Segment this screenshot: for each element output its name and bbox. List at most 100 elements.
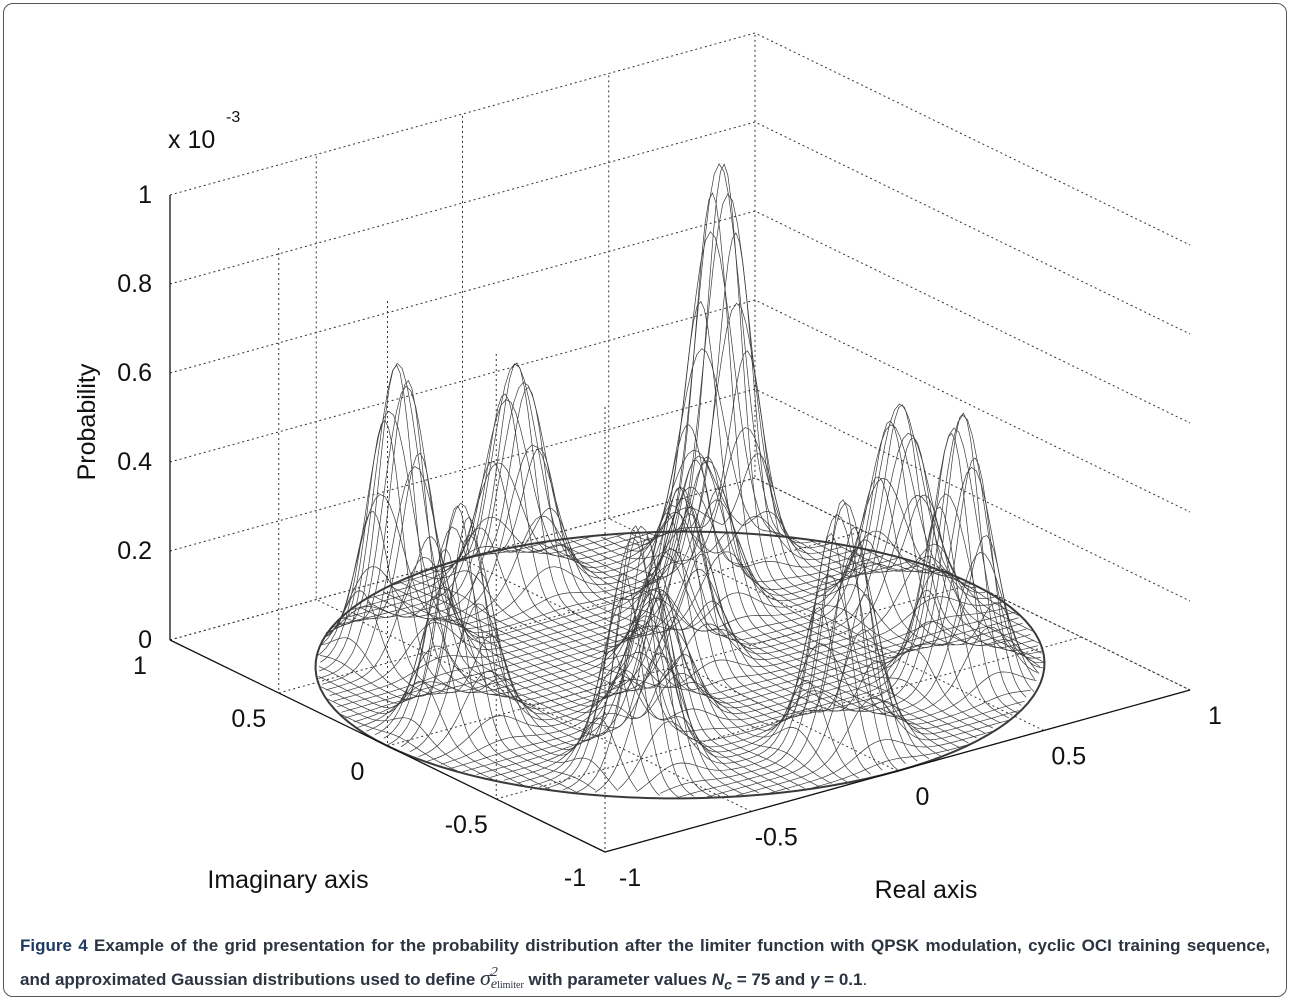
grid-line [169, 32, 1191, 246]
mesh-line [341, 714, 458, 772]
mesh-line [570, 456, 977, 739]
grid-line [169, 388, 1191, 602]
y-tick-label: 1 [133, 652, 147, 680]
mesh-line [462, 362, 898, 770]
mesh-line [616, 424, 1001, 724]
mesh-line [764, 404, 1041, 668]
mesh-line [865, 549, 1033, 632]
gamma: γ [809, 970, 820, 989]
mesh-line [734, 698, 1008, 797]
n: N [711, 970, 725, 989]
mesh-line [809, 494, 1042, 654]
z-tick-label: 0.8 [117, 270, 152, 298]
z-exponent: x 10 [168, 126, 215, 154]
mesh-line [528, 545, 949, 752]
grid-line [169, 121, 1191, 335]
z-tick-label: 0.2 [117, 537, 152, 565]
mesh-line [440, 607, 1007, 765]
mesh-line [342, 379, 713, 798]
z-exponent-power: -3 [226, 109, 240, 126]
x-tick-label: 0.5 [1051, 743, 1086, 771]
mesh-line [647, 192, 1018, 714]
subsub: limiter [497, 980, 524, 992]
y-tick-label: 0 [351, 758, 365, 786]
x-tick-label: 1 [1208, 702, 1222, 730]
mesh-line [454, 393, 883, 771]
y-axis-label: Imaginary axis [207, 866, 368, 894]
caption-label: Figure 4 [20, 936, 88, 955]
period: . [862, 970, 868, 989]
mesh-line [442, 461, 871, 775]
y-tick-label: 0.5 [231, 705, 266, 733]
mesh-line [539, 498, 961, 749]
mesh-line [320, 680, 525, 787]
mesh-line [400, 432, 977, 748]
mesh-line [320, 516, 619, 791]
mesh-line [786, 437, 1045, 663]
mesh-line [341, 462, 654, 620]
mesh-line [337, 455, 884, 708]
mesh-line [684, 232, 1027, 698]
mesh-line [585, 488, 985, 734]
mesh-line [367, 593, 759, 794]
z-tick-label: 0.4 [117, 448, 152, 476]
mesh-line [427, 596, 1003, 762]
mesh-line [419, 570, 848, 783]
z-tick-label: 0.6 [117, 359, 152, 387]
mesh-line [722, 453, 1036, 680]
mesh-line [319, 505, 596, 791]
mesh-line [318, 548, 577, 793]
grid-line [608, 73, 1044, 731]
axes [169, 195, 1191, 853]
mesh-line [902, 558, 1019, 616]
sub: e [490, 977, 498, 993]
surface-mesh [314, 163, 1046, 800]
formula: σ 2 elimiter [480, 965, 524, 993]
sigma: σ [480, 965, 491, 990]
x-tick-label: -1 [619, 864, 641, 892]
mesh-line [359, 536, 744, 795]
x-axis-label: Real axis [875, 876, 978, 904]
mesh-line [330, 419, 679, 798]
mesh-line [512, 544, 941, 757]
z-tick-label: 0 [138, 626, 152, 654]
x-tick-label: -0.5 [755, 824, 798, 852]
mesh-line [325, 427, 843, 691]
box-grid [169, 32, 1191, 853]
caption-text: with parameter values [528, 970, 708, 989]
mesh-line [391, 586, 805, 789]
grid-line [387, 301, 973, 747]
mesh-line [383, 591, 790, 791]
grid-line [169, 195, 606, 853]
grid-line [754, 33, 1191, 691]
mesh-line [618, 573, 1038, 790]
mesh-line [601, 511, 993, 729]
mesh-line [325, 571, 638, 791]
y-tick-label: -1 [564, 864, 586, 892]
mesh-line [350, 452, 729, 797]
mesh-line [555, 459, 969, 744]
grid-line [315, 154, 752, 812]
z-axis-label: Probability [73, 363, 101, 480]
mesh-line [418, 556, 994, 758]
caption-text: Example of the grid presentation for the… [20, 936, 1271, 989]
mesh-line [810, 744, 967, 789]
mesh-line [666, 163, 1022, 706]
grid-line [169, 210, 1191, 424]
mesh-line [411, 578, 832, 784]
mesh-line [544, 427, 1042, 790]
figure-plot: x 10 -3 Probability Imaginary axis Real … [73, 32, 1222, 904]
n-sub: c [724, 977, 732, 994]
figure-frame [3, 3, 1287, 997]
mesh-line [430, 527, 859, 779]
mesh-line [741, 420, 1040, 674]
mesh-line [700, 350, 1035, 692]
mesh-line [489, 448, 918, 762]
mesh-line [399, 581, 821, 788]
grid-line [278, 248, 864, 694]
mesh-line [318, 619, 551, 790]
y-tick-label: -0.5 [445, 811, 488, 839]
mesh-line [835, 543, 1040, 644]
mesh-line [330, 399, 677, 628]
caption-text: = 75 and [736, 970, 806, 989]
